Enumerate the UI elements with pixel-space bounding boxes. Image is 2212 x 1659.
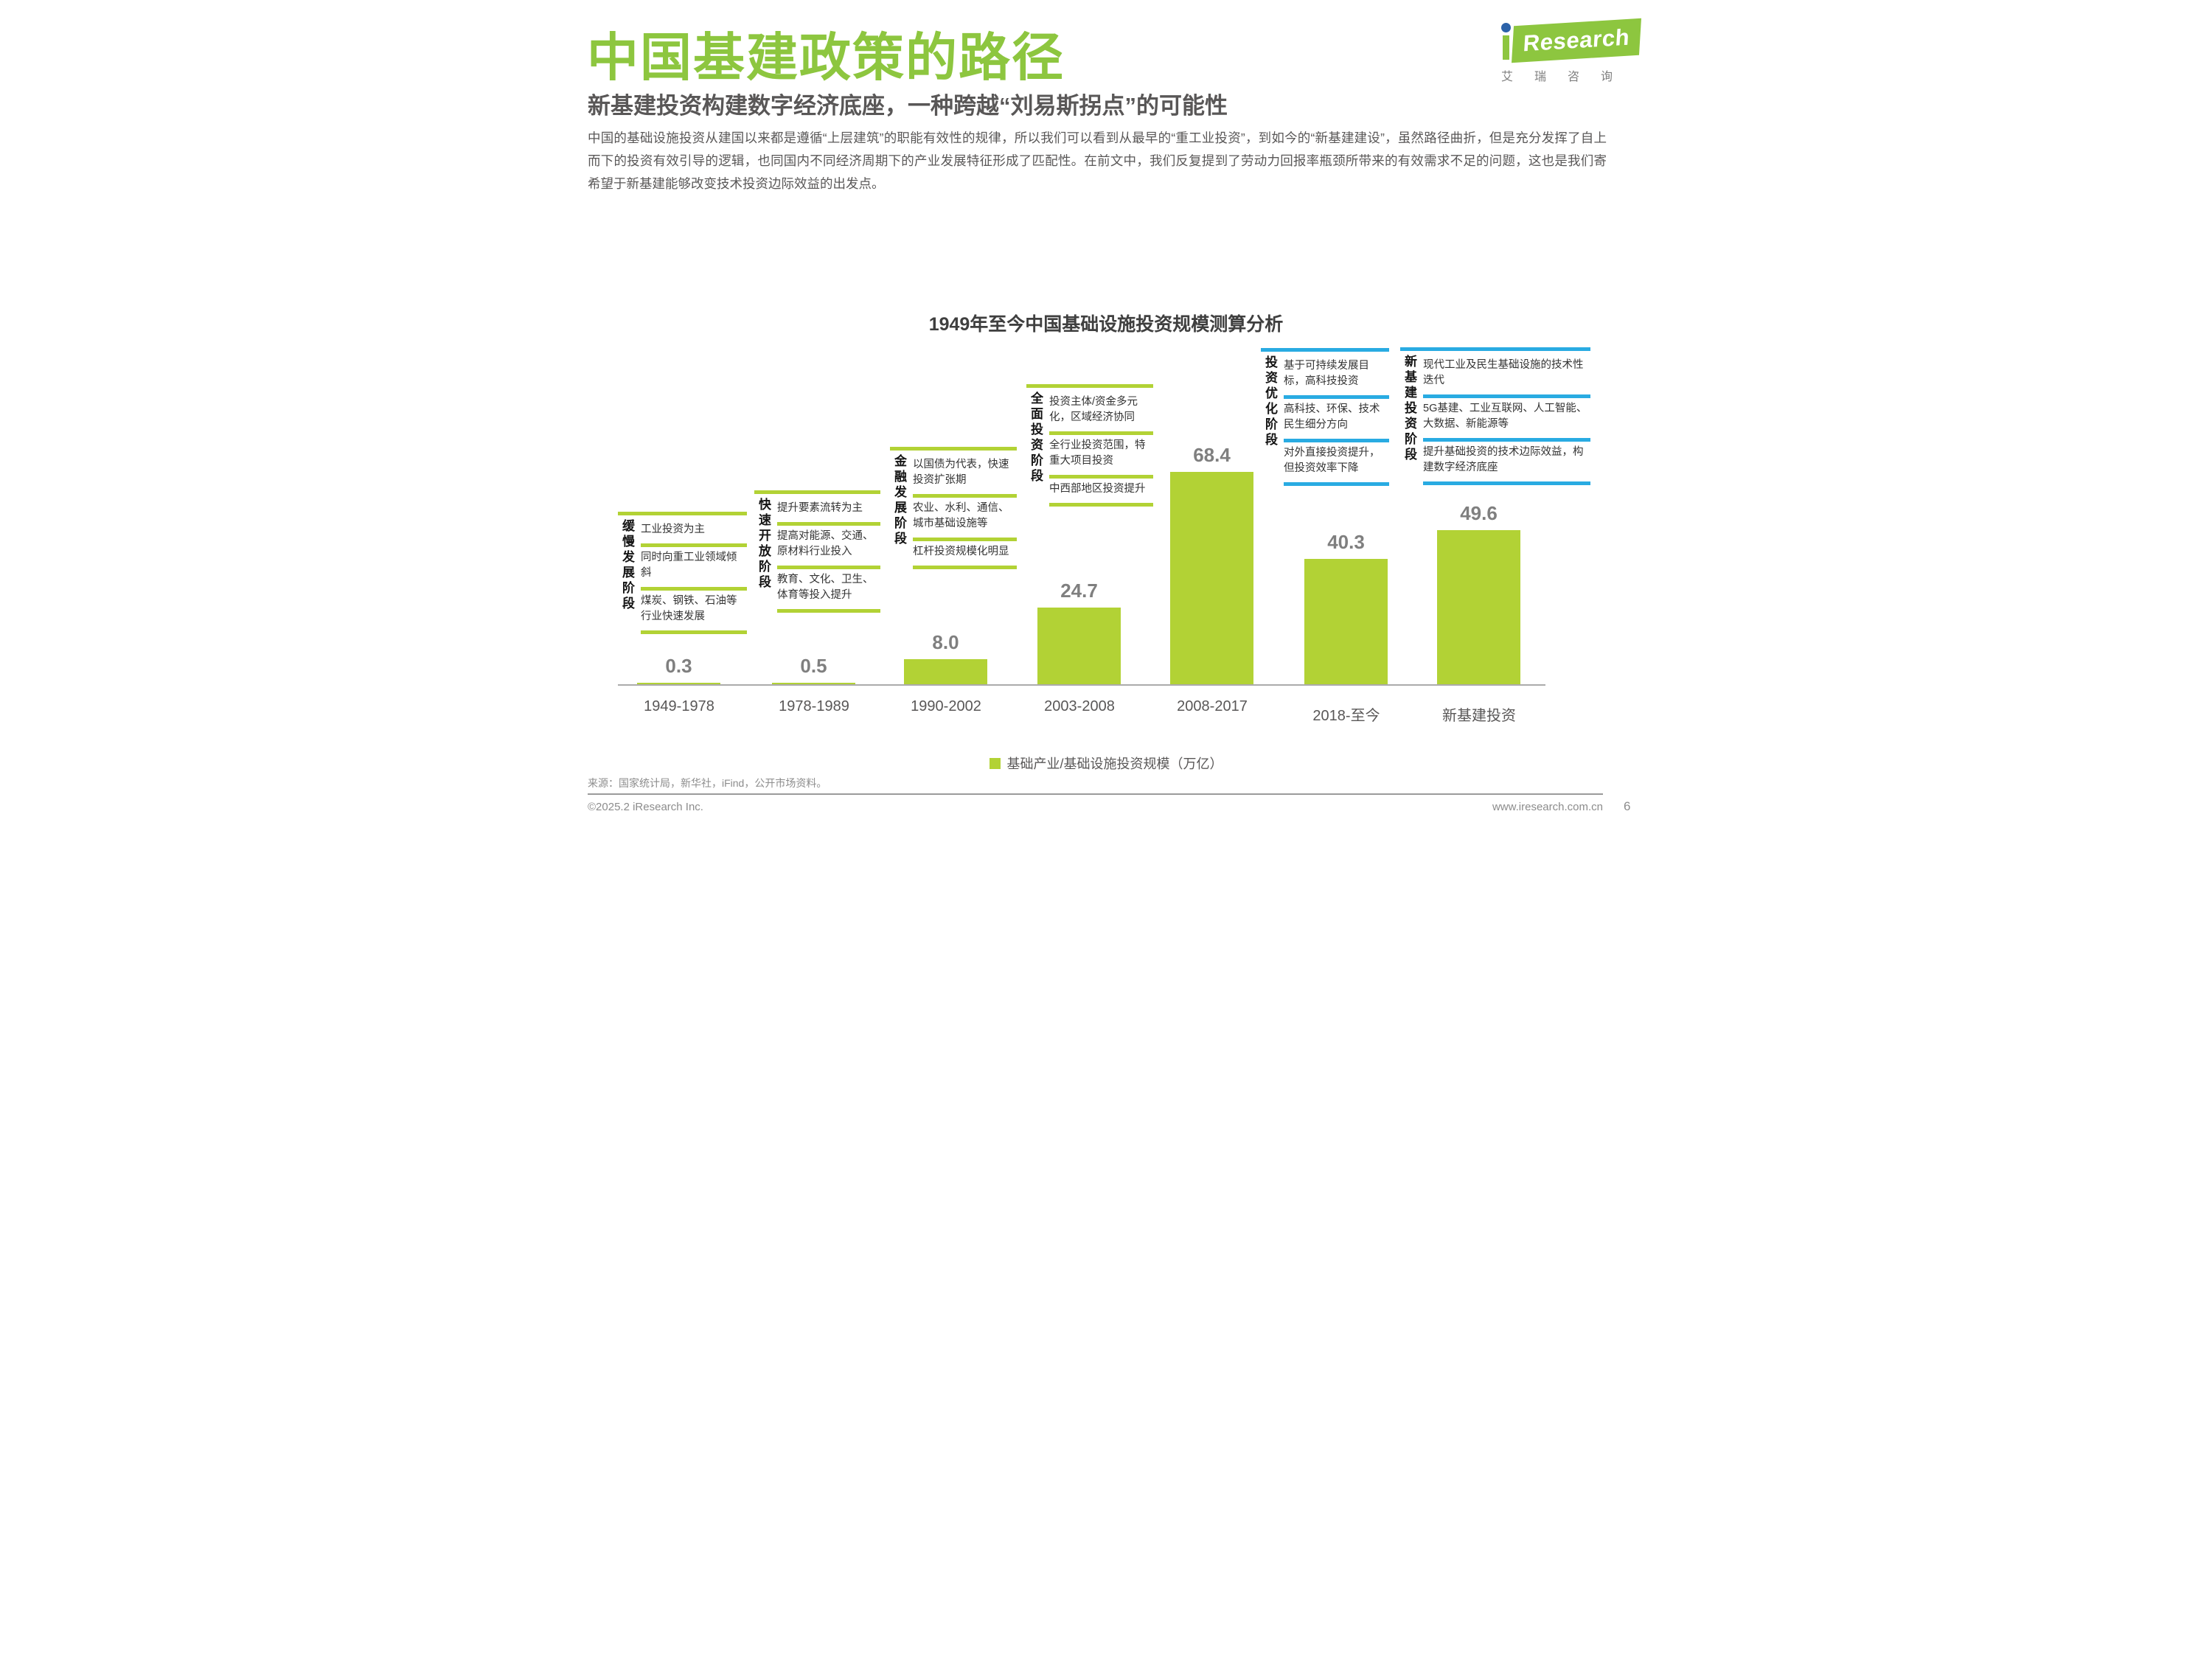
stage-name-vertical-label: 快速开放阶段: [757, 498, 771, 591]
x-axis-label: 1990-2002: [911, 698, 981, 714]
stage-item: 农业、水利、通信、城市基础设施等: [913, 502, 1009, 529]
source-note: 来源：国家统计局，新华社，iFind，公开市场资料。: [588, 777, 827, 789]
stage-item: 5G基建、工业互联网、人工智能、大数据、新能源等: [1423, 403, 1587, 430]
stage-accent-line: [1423, 481, 1590, 485]
stage-accent-line: [641, 630, 747, 634]
footer-website: www.iresearch.com.cn: [1492, 801, 1603, 813]
x-axis-label: 1978-1989: [779, 698, 849, 714]
bar-chart: 0.3 1949-1978 0.5 1978-1989 8.0 1990-2002 24.7…: [553, 0, 1659, 830]
logo-chinese-name: 艾瑞咨询: [1501, 71, 1635, 83]
page-title: 中国基建政策的路径: [587, 29, 1065, 86]
stage-accent-line: [1423, 394, 1590, 398]
stage-accent-line: [777, 609, 880, 613]
logo-i-dot-icon: [1501, 23, 1511, 32]
legend-swatch-icon: [989, 757, 1001, 769]
stage-name-vertical-label: 全面投资阶段: [1029, 392, 1043, 484]
stage-item: 对外直接投资提升，但投资效率下降: [1284, 447, 1380, 474]
stage-annotation: 投资优化阶段 基于可持续发展目标，高科技投资 高科技、环保、技术民生细分方向 对外直接…: [1261, 348, 1389, 486]
stage-item: 提升要素流转为主: [777, 502, 863, 514]
bar: [772, 683, 855, 684]
body-paragraph: 中国的基础设施投资从建国以来都是遵循“上层建筑”的职能有效性的规律，所以我们可以…: [588, 131, 1607, 191]
stage-accent-line: [1049, 503, 1153, 507]
stage-accent-line: [1026, 384, 1153, 388]
stage-annotation: 全面投资阶段 投资主体/资金多元化，区域经济协同 全行业投资范围，特重大项目投资中西…: [1026, 384, 1153, 507]
stage-accent-line: [913, 538, 1017, 541]
stage-annotation: 新基建投资阶段 现代工业及民生基础设施的技术性迭代 5G基建、工业互联网、人工智能、…: [1400, 347, 1590, 485]
stage-accent-line: [1400, 347, 1590, 351]
stage-accent-line: [777, 522, 880, 526]
stage-item: 提高对能源、交通、原材料行业投入: [777, 530, 874, 557]
bar-value-label: 24.7: [1060, 580, 1098, 602]
stage-accent-line: [641, 543, 747, 547]
x-axis-label: 2003-2008: [1044, 698, 1115, 714]
bar-value-label: 40.3: [1327, 531, 1365, 553]
bar-value-label: 0.3: [665, 655, 692, 677]
stage-item: 同时向重工业领域倾斜: [641, 552, 737, 579]
chart-legend: 基础产业/基础设施投资规模（万亿）: [553, 754, 1659, 773]
x-axis-label: 新基建投资: [1442, 708, 1516, 724]
iresearch-logo: Research 艾瑞咨询: [1491, 16, 1653, 84]
stage-name-vertical-label: 新基建投资阶段: [1402, 355, 1416, 463]
stage-name-vertical-label: 金融发展阶段: [892, 454, 906, 547]
footer-copyright: ©2025.2 iResearch Inc.: [588, 801, 703, 813]
stage-item: 全行业投资范围，特重大项目投资: [1049, 439, 1146, 467]
stage-item: 投资主体/资金多元化，区域经济协同: [1049, 396, 1138, 423]
stage-item: 现代工业及民生基础设施的技术性迭代: [1423, 359, 1584, 386]
bar: [637, 683, 720, 684]
stage-item: 杠杆投资规模化明显: [913, 546, 1009, 557]
stage-name-vertical-label: 缓慢发展阶段: [620, 519, 634, 612]
stage-annotation: 金融发展阶段 以国债为代表，快速投资扩张期 农业、水利、通信、城市基础设施等杠杆投资…: [890, 447, 1017, 569]
x-axis-label: 2018-至今: [1312, 708, 1380, 724]
page-number: 6: [1624, 799, 1631, 813]
stage-item: 高科技、环保、技术民生细分方向: [1284, 403, 1380, 431]
legend-label: 基础产业/基础设施投资规模（万亿）: [1006, 757, 1223, 771]
bar: [1170, 472, 1253, 684]
bar-value-label: 68.4: [1193, 444, 1231, 466]
bar: [904, 659, 987, 684]
stage-accent-line: [890, 447, 1017, 451]
chart-title: 1949年至今中国基础设施投资规模测算分析: [928, 314, 1284, 335]
stage-accent-line: [754, 490, 880, 494]
stage-item: 教育、文化、卫生、体育等投入提升: [777, 574, 874, 601]
report-page: 中国基建政策的路径 Research 艾瑞咨询 新基建投资构建数字经济底座，一种…: [553, 0, 1659, 830]
bar: [1304, 559, 1388, 684]
stage-item: 基于可持续发展目标，高科技投资: [1284, 360, 1369, 387]
logo-i-stem-icon: [1503, 35, 1509, 60]
stage-accent-line: [1423, 438, 1590, 442]
stage-accent-line: [1049, 475, 1153, 479]
bar-value-label: 0.5: [800, 655, 827, 677]
page-subtitle: 新基建投资构建数字经济底座，一种跨越“刘易斯拐点”的可能性: [588, 93, 1228, 119]
bar-value-label: 8.0: [932, 631, 959, 653]
stage-accent-line: [618, 512, 747, 515]
bar-value-label: 49.6: [1460, 502, 1498, 524]
stage-annotation: 快速开放阶段 提升要素流转为主提高对能源、交通、原材料行业投入 教育、文化、卫生、体…: [754, 490, 880, 613]
stage-accent-line: [641, 587, 747, 591]
stage-item: 煤炭、钢铁、石油等行业快速发展: [641, 595, 737, 622]
footer-divider: [588, 793, 1603, 795]
bar: [1037, 608, 1121, 684]
stage-item: 工业投资为主: [641, 524, 705, 535]
x-axis-line: [618, 684, 1545, 686]
stage-item: 中西部地区投资提升: [1049, 483, 1146, 495]
x-axis-label: 1949-1978: [644, 698, 714, 714]
stage-annotation: 缓慢发展阶段 工业投资为主同时向重工业领域倾斜 煤炭、钢铁、石油等行业快速发展: [618, 512, 747, 634]
stage-accent-line: [913, 494, 1017, 498]
stage-accent-line: [913, 566, 1017, 569]
stage-accent-line: [1049, 431, 1153, 435]
stage-accent-line: [1284, 395, 1389, 399]
x-axis-label: 2008-2017: [1177, 698, 1248, 714]
stage-accent-line: [777, 566, 880, 569]
stage-name-vertical-label: 投资优化阶段: [1263, 355, 1277, 448]
stage-item: 提升基础投资的技术边际效益，构建数字经济底座: [1423, 446, 1584, 473]
stage-accent-line: [1284, 439, 1389, 442]
stage-accent-line: [1284, 482, 1389, 486]
bar: [1437, 530, 1520, 684]
stage-item: 以国债为代表，快速投资扩张期: [913, 459, 1009, 486]
stage-accent-line: [1261, 348, 1389, 352]
